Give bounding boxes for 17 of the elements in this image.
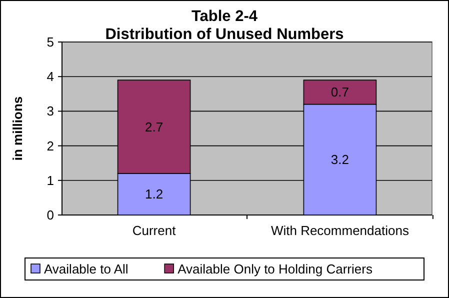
chart-subtitle: Distribution of Unused Numbers xyxy=(105,26,344,43)
y-tick-label: 4 xyxy=(46,69,54,84)
y-tick-label: 1 xyxy=(46,172,54,188)
data-label: 2.7 xyxy=(144,119,164,134)
data-label: 3.2 xyxy=(330,152,350,168)
data-label: 1.2 xyxy=(144,186,164,202)
y-tick-label: 3 xyxy=(46,104,54,119)
chart-title: Table 2-4 xyxy=(191,8,258,25)
legend-label: Available to All xyxy=(44,262,128,276)
y-tick-label: 5 xyxy=(46,34,54,50)
y-tick-label: 2 xyxy=(46,138,54,154)
x-tick-label: With Recommendations xyxy=(270,223,410,238)
legend-label: Available Only to Holding Carriers xyxy=(178,262,373,276)
x-tick-label: Current xyxy=(132,223,176,238)
y-axis-title: in millions xyxy=(10,96,25,161)
y-tick-label: 0 xyxy=(46,208,54,222)
data-label: 0.7 xyxy=(330,84,350,100)
